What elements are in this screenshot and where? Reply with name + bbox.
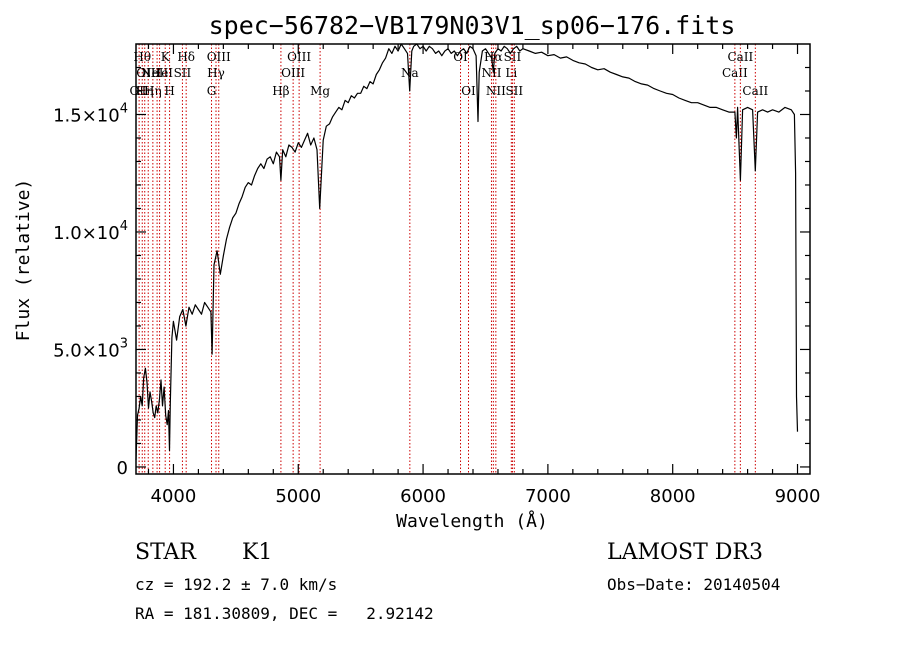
line-marker-label: H [164, 84, 174, 98]
x-tick-label: 7000 [525, 486, 571, 507]
line-marker-label: Mg [310, 84, 330, 98]
y-tick-label: 1.5×104 [53, 101, 128, 126]
y-tick-label: 0 [117, 458, 128, 479]
line-marker-label: Hη [136, 84, 154, 98]
spectrum-line [135, 43, 799, 460]
line-marker-label: Hγ [207, 66, 225, 80]
line-marker-label: OI [453, 50, 468, 64]
y-tick-label: 1.0×104 [53, 219, 128, 244]
line-marker-label: Hβ [272, 84, 289, 98]
line-marker-label: CaII [722, 66, 748, 80]
y-tick-mantissa: 1.5×10 [53, 105, 120, 126]
chart-title: spec−56782−VB179N03V1_sp06−176.fits [209, 11, 736, 40]
line-marker-label: Li [505, 66, 517, 80]
line-marker-label: CaII [742, 84, 768, 98]
line-marker-label: OIII [136, 66, 160, 80]
line-markers: OIIHθHηOIIIHηNeIIIHeKHSIIHδGHγOIIIHβOIII… [129, 44, 768, 474]
line-marker-label: SII [504, 50, 522, 64]
x-tick-label: 9000 [775, 486, 821, 507]
line-marker-label: Hα [484, 50, 503, 64]
y-tick-exponent: 4 [120, 219, 128, 234]
object-subclass: K1 [242, 540, 273, 565]
survey-name: LAMOST DR3 [607, 540, 763, 565]
y-tick-mantissa: 5.0×10 [53, 340, 120, 361]
line-marker-label: G [207, 84, 217, 98]
line-marker-label: Na [401, 66, 419, 80]
plot-frame [135, 43, 811, 475]
line-marker-label: CaII [727, 50, 753, 64]
line-marker-label: OIII [287, 50, 311, 64]
line-marker-label: NII [481, 66, 501, 80]
line-marker-label: K [161, 50, 171, 64]
line-marker-label: OI [461, 84, 476, 98]
x-tick-label: 4000 [151, 486, 197, 507]
y-tick-label: 5.0×103 [53, 336, 128, 361]
x-tick-label: 5000 [275, 486, 321, 507]
line-marker-label: He [151, 66, 169, 80]
x-tick-label: 6000 [400, 486, 446, 507]
line-marker-label: Hδ [177, 50, 195, 64]
y-tick-exponent: 4 [120, 101, 128, 116]
y-axis-label: Flux (relative) [13, 179, 34, 342]
axis-ticks: 4000 5000 6000 7000 8000 900005.0×1031.0×1041… [53, 44, 820, 507]
redshift-velocity: cz = 192.2 ± 7.0 km/s [135, 575, 338, 594]
line-marker-label: OIII [207, 50, 231, 64]
y-tick-exponent: 3 [120, 336, 128, 351]
line-marker-label: Hη [144, 84, 162, 98]
x-axis-label: Wavelength (Å) [396, 510, 548, 532]
y-tick-mantissa: 1.0×10 [53, 223, 120, 244]
line-marker-label: Hθ [133, 50, 151, 64]
object-class: STAR [135, 540, 196, 565]
coordinates: RA = 181.30809, DEC = 2.92142 [135, 604, 434, 623]
line-marker-label: SII [174, 66, 192, 80]
y-tick-mantissa: 0 [117, 458, 128, 479]
observation-date: Obs−Date: 20140504 [607, 575, 781, 594]
line-marker-label: NII [486, 84, 506, 98]
line-marker-label: OIII [281, 66, 305, 80]
x-tick-label: 8000 [650, 486, 696, 507]
line-marker-label: SII [505, 84, 523, 98]
